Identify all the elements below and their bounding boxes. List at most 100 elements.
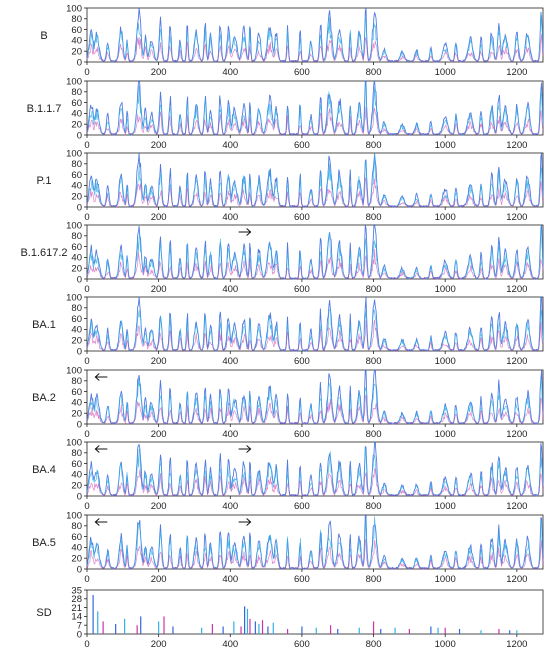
variant-label: B.1.1.7 — [27, 103, 62, 115]
x-tick-label: 800 — [366, 67, 382, 78]
x-tick-label: 400 — [222, 639, 238, 650]
y-tick-label: 40 — [71, 109, 82, 120]
series-line-2 — [86, 516, 544, 570]
x-tick-label: 200 — [151, 501, 167, 512]
x-tick-label: 1200 — [506, 356, 527, 367]
y-tick-label: 40 — [71, 253, 82, 264]
left-arrow-icon — [94, 373, 108, 381]
x-tick-label: 200 — [151, 639, 167, 650]
y-tick-label: 0 — [77, 629, 82, 640]
x-tick-label: 200 — [151, 67, 167, 78]
x-tick-label: 400 — [222, 140, 238, 151]
y-tick-label: 20 — [71, 409, 82, 420]
left-arrow-icon — [94, 518, 108, 526]
variant-label: BA.1 — [32, 319, 56, 331]
y-tick-label: 80 — [71, 159, 82, 170]
y-tick-label: 80 — [71, 448, 82, 459]
series-line-2 — [86, 153, 544, 208]
y-tick-label: 60 — [71, 459, 82, 470]
x-tick-label: 600 — [294, 67, 310, 78]
x-tick-label: 0 — [84, 356, 89, 367]
y-tick-label: 40 — [71, 398, 82, 409]
y-tick-label: 100 — [66, 510, 82, 521]
x-tick-label: 600 — [294, 284, 310, 295]
x-tick-label: 1000 — [435, 501, 456, 512]
x-tick-label: 1200 — [506, 284, 527, 295]
series-line-1 — [86, 514, 544, 570]
y-tick-label: 80 — [71, 231, 82, 242]
x-tick-label: 800 — [366, 356, 382, 367]
x-tick-label: 400 — [222, 67, 238, 78]
y-tick-label: 80 — [71, 376, 82, 387]
variant-label: BA.4 — [32, 464, 56, 476]
x-tick-label: 1000 — [435, 639, 456, 650]
y-tick-label: 20 — [71, 47, 82, 58]
y-tick-label: 21 — [71, 603, 82, 614]
right-arrow-icon — [238, 445, 252, 453]
x-tick-label: 600 — [294, 574, 310, 585]
x-tick-label: 1000 — [435, 140, 456, 151]
y-tick-label: 40 — [71, 36, 82, 47]
series-line-1 — [86, 7, 544, 64]
y-tick-label: 60 — [71, 387, 82, 398]
y-tick-label: 40 — [71, 325, 82, 336]
series-line-2 — [86, 227, 544, 280]
y-tick-label: 0 — [77, 274, 82, 285]
series-line-1 — [86, 152, 544, 208]
y-tick-label: 100 — [66, 220, 82, 231]
series-line-2 — [86, 378, 544, 425]
series-line-3 — [86, 468, 544, 497]
y-tick-label: 60 — [71, 242, 82, 253]
y-tick-label: 20 — [71, 192, 82, 203]
y-tick-label: 20 — [71, 481, 82, 492]
x-tick-label: 600 — [294, 140, 310, 151]
x-tick-label: 600 — [294, 356, 310, 367]
variant-label: B.1.617.2 — [20, 247, 67, 259]
series-line-1 — [86, 223, 544, 280]
plot-frame — [86, 369, 544, 425]
y-tick-label: 100 — [66, 365, 82, 376]
left-arrow-icon — [94, 445, 108, 453]
x-tick-label: 800 — [366, 574, 382, 585]
x-tick-label: 1200 — [506, 501, 527, 512]
series-line-3 — [86, 107, 544, 136]
y-tick-label: 20 — [71, 554, 82, 565]
x-tick-label: 800 — [366, 501, 382, 512]
x-tick-label: 1000 — [435, 67, 456, 78]
x-tick-label: 1200 — [506, 429, 527, 440]
variant-label: SD — [36, 607, 51, 619]
x-tick-label: 600 — [294, 639, 310, 650]
plot-frame — [86, 589, 544, 635]
variant-label: BA.5 — [32, 537, 56, 549]
x-tick-label: 600 — [294, 429, 310, 440]
x-tick-label: 0 — [84, 429, 89, 440]
y-tick-label: 0 — [77, 564, 82, 575]
y-tick-label: 0 — [77, 419, 82, 430]
series-line-2 — [86, 12, 544, 63]
plot-frame — [86, 441, 544, 497]
variant-label: B — [40, 30, 47, 42]
x-tick-label: 200 — [151, 140, 167, 151]
x-tick-label: 0 — [84, 574, 89, 585]
x-tick-label: 1200 — [506, 140, 527, 151]
y-tick-label: 80 — [71, 303, 82, 314]
plot-frame — [86, 514, 544, 570]
x-tick-label: 400 — [222, 356, 238, 367]
x-tick-label: 800 — [366, 429, 382, 440]
x-tick-label: 0 — [84, 501, 89, 512]
series-line-3 — [86, 538, 544, 570]
y-tick-label: 80 — [71, 14, 82, 25]
right-arrow-icon — [238, 228, 252, 236]
y-tick-label: 60 — [71, 98, 82, 109]
y-tick-label: 20 — [71, 264, 82, 275]
y-tick-label: 40 — [71, 470, 82, 481]
series-line-3 — [86, 33, 544, 63]
plot-frame — [86, 152, 544, 208]
